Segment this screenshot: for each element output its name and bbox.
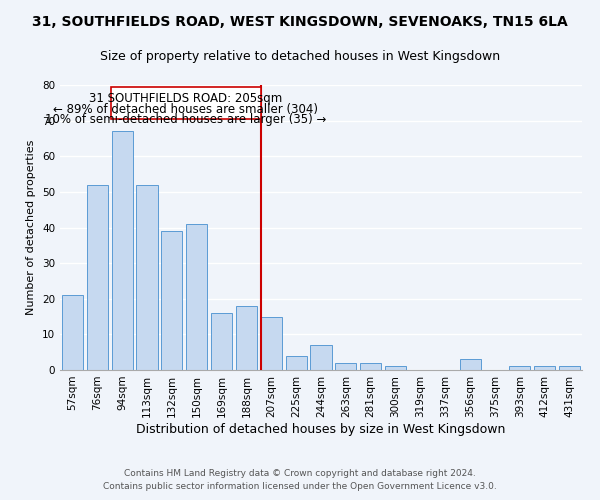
FancyBboxPatch shape	[111, 87, 261, 119]
Text: Contains HM Land Registry data © Crown copyright and database right 2024.: Contains HM Land Registry data © Crown c…	[124, 468, 476, 477]
Bar	[559, 366, 580, 370]
Bar	[186, 224, 207, 370]
Bar	[87, 184, 108, 370]
Y-axis label: Number of detached properties: Number of detached properties	[26, 140, 37, 315]
Bar	[136, 184, 158, 370]
Bar	[62, 295, 83, 370]
Bar	[112, 132, 133, 370]
Bar	[236, 306, 257, 370]
X-axis label: Distribution of detached houses by size in West Kingsdown: Distribution of detached houses by size …	[136, 422, 506, 436]
Bar	[161, 231, 182, 370]
Text: 10% of semi-detached houses are larger (35) →: 10% of semi-detached houses are larger (…	[45, 114, 326, 126]
Bar	[509, 366, 530, 370]
Bar	[310, 345, 332, 370]
Bar	[534, 366, 555, 370]
Text: Contains public sector information licensed under the Open Government Licence v3: Contains public sector information licen…	[103, 482, 497, 491]
Text: 31 SOUTHFIELDS ROAD: 205sqm: 31 SOUTHFIELDS ROAD: 205sqm	[89, 92, 283, 105]
Text: 31, SOUTHFIELDS ROAD, WEST KINGSDOWN, SEVENOAKS, TN15 6LA: 31, SOUTHFIELDS ROAD, WEST KINGSDOWN, SE…	[32, 15, 568, 29]
Bar	[286, 356, 307, 370]
Text: Size of property relative to detached houses in West Kingsdown: Size of property relative to detached ho…	[100, 50, 500, 63]
Bar	[460, 360, 481, 370]
Bar	[211, 313, 232, 370]
Bar	[261, 316, 282, 370]
Bar	[385, 366, 406, 370]
Bar	[335, 363, 356, 370]
Text: ← 89% of detached houses are smaller (304): ← 89% of detached houses are smaller (30…	[53, 103, 319, 116]
Bar	[360, 363, 381, 370]
